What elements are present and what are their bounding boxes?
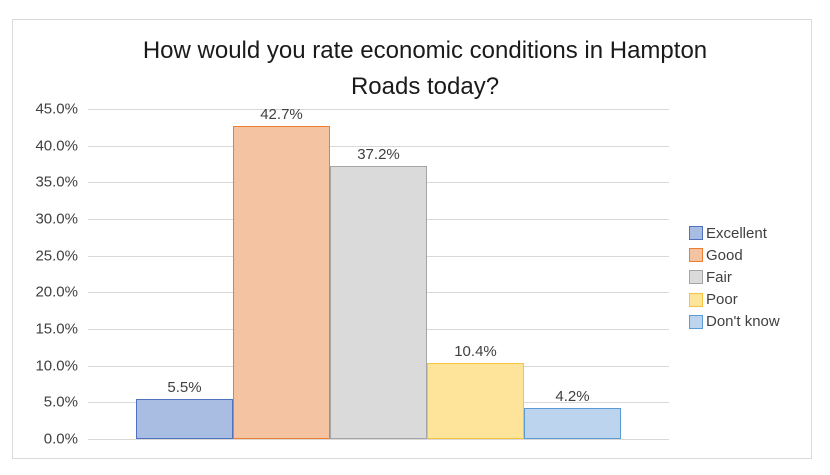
data-label: 4.2%	[555, 388, 590, 406]
y-tick-label: 25.0%	[35, 247, 78, 265]
legend-swatch-icon	[689, 292, 703, 307]
legend-label: Excellent	[706, 224, 767, 242]
bar-fair	[330, 166, 427, 439]
legend-swatch-icon	[689, 248, 703, 263]
legend-label: Don't know	[706, 313, 780, 331]
chart-title-line-2: Roads today?	[350, 73, 500, 100]
legend-item: Good	[689, 244, 780, 266]
y-tick-label: 0.0%	[43, 430, 78, 448]
legend-label: Good	[706, 246, 743, 264]
y-tick-label: 15.0%	[35, 320, 78, 338]
chart-title-line-1: How would you rate economic conditions i…	[142, 37, 708, 64]
y-tick-label: 45.0%	[35, 100, 78, 118]
data-label: 37.2%	[357, 146, 400, 164]
data-label: 42.7%	[260, 105, 303, 123]
legend-swatch-icon	[689, 226, 703, 241]
y-tick-label: 35.0%	[35, 173, 78, 191]
y-tick-label: 10.0%	[35, 357, 78, 375]
legend-item: Fair	[689, 266, 780, 288]
data-label: 5.5%	[167, 378, 202, 396]
bar-good	[233, 125, 330, 439]
legend-swatch-icon	[689, 270, 703, 285]
y-tick-label: 20.0%	[35, 283, 78, 301]
bar-poor	[427, 362, 524, 439]
gridline	[88, 109, 669, 110]
plot-area: 5.5% 42.7% 37.2% 10.4% 4.2%	[88, 105, 669, 440]
y-tick-label: 30.0%	[35, 210, 78, 228]
y-tick-label: 40.0%	[35, 137, 78, 155]
gridline	[88, 439, 669, 440]
bar-excellent	[136, 398, 233, 439]
legend-label: Poor	[706, 291, 738, 309]
legend-label: Fair	[706, 268, 732, 286]
gridline	[88, 145, 669, 147]
legend-item: Don't know	[689, 311, 780, 333]
legend-item: Excellent	[689, 222, 780, 244]
bar-don-t-know	[524, 408, 621, 439]
legend-swatch-icon	[689, 314, 703, 329]
chart-title: How would you rate economic conditions i…	[0, 33, 830, 105]
legend-item: Poor	[689, 289, 780, 311]
y-tick-label: 5.0%	[43, 393, 78, 411]
data-label: 10.4%	[454, 342, 497, 360]
legend: Excellent Good Fair Poor Don't know	[689, 222, 780, 333]
